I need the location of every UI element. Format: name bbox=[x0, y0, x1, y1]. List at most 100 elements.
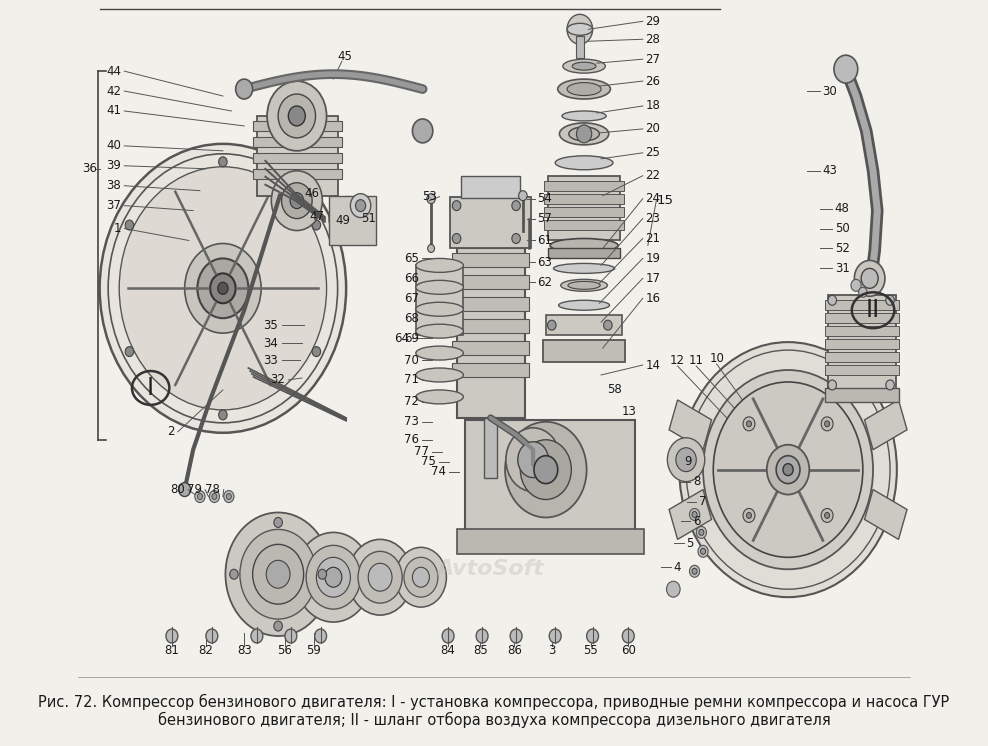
Circle shape bbox=[272, 171, 322, 231]
Circle shape bbox=[505, 421, 587, 518]
Bar bbox=[460, 176, 521, 198]
Circle shape bbox=[680, 342, 897, 597]
Bar bbox=[825, 339, 899, 349]
Text: 60: 60 bbox=[620, 645, 635, 657]
Circle shape bbox=[476, 629, 488, 643]
Text: 7: 7 bbox=[699, 495, 706, 508]
Text: 44: 44 bbox=[106, 65, 121, 78]
Text: 39: 39 bbox=[106, 160, 121, 172]
Circle shape bbox=[667, 438, 704, 482]
Circle shape bbox=[306, 545, 361, 609]
Circle shape bbox=[519, 191, 528, 201]
Circle shape bbox=[692, 512, 698, 518]
Text: 54: 54 bbox=[537, 192, 552, 205]
Text: Рис. 72. Компрессор бензинового двигателя: I - установка компрессора, приводные : Рис. 72. Компрессор бензинового двигател… bbox=[39, 694, 949, 710]
Text: 14: 14 bbox=[645, 359, 660, 372]
Circle shape bbox=[506, 427, 560, 492]
Text: 71: 71 bbox=[404, 374, 419, 386]
Circle shape bbox=[521, 439, 571, 500]
Circle shape bbox=[209, 491, 219, 503]
Text: 57: 57 bbox=[537, 212, 552, 225]
Text: 12: 12 bbox=[670, 354, 685, 366]
Ellipse shape bbox=[567, 83, 601, 95]
Text: 70: 70 bbox=[404, 354, 419, 366]
Ellipse shape bbox=[416, 325, 463, 338]
Text: 50: 50 bbox=[835, 222, 850, 235]
Bar bbox=[253, 153, 342, 163]
Text: 83: 83 bbox=[237, 645, 252, 657]
Circle shape bbox=[404, 557, 438, 597]
Circle shape bbox=[828, 380, 837, 390]
Text: 6: 6 bbox=[693, 515, 700, 528]
Bar bbox=[453, 275, 529, 289]
Bar bbox=[825, 301, 899, 310]
Circle shape bbox=[120, 167, 327, 410]
Bar bbox=[453, 319, 529, 333]
Circle shape bbox=[825, 421, 830, 427]
Circle shape bbox=[351, 194, 370, 218]
Circle shape bbox=[251, 629, 263, 643]
Circle shape bbox=[312, 347, 321, 357]
Circle shape bbox=[274, 621, 283, 631]
Circle shape bbox=[253, 545, 303, 604]
Ellipse shape bbox=[572, 62, 596, 70]
Bar bbox=[253, 169, 342, 179]
Bar bbox=[544, 207, 624, 216]
Text: 20: 20 bbox=[645, 122, 660, 136]
Text: 69: 69 bbox=[404, 332, 419, 345]
Bar bbox=[825, 365, 899, 375]
Circle shape bbox=[859, 287, 867, 298]
Bar bbox=[825, 352, 899, 362]
Circle shape bbox=[851, 279, 862, 291]
Circle shape bbox=[821, 509, 833, 522]
Text: 35: 35 bbox=[264, 319, 279, 332]
Text: 30: 30 bbox=[822, 84, 837, 98]
Text: 85: 85 bbox=[473, 645, 488, 657]
Circle shape bbox=[747, 513, 752, 518]
Circle shape bbox=[343, 213, 353, 225]
Polygon shape bbox=[669, 400, 711, 450]
Bar bbox=[544, 194, 624, 204]
Circle shape bbox=[886, 295, 894, 305]
Circle shape bbox=[412, 567, 430, 587]
Ellipse shape bbox=[559, 123, 609, 145]
Text: 81: 81 bbox=[164, 645, 180, 657]
Text: бензинового двигателя; II - шланг отбора воздуха компрессора дизельного двигател: бензинового двигателя; II - шланг отбора… bbox=[158, 712, 830, 728]
Text: 34: 34 bbox=[263, 336, 279, 350]
Circle shape bbox=[512, 233, 521, 243]
Ellipse shape bbox=[416, 302, 463, 316]
Text: II: II bbox=[865, 298, 880, 322]
Circle shape bbox=[886, 380, 894, 390]
Text: 24: 24 bbox=[645, 192, 660, 205]
Circle shape bbox=[210, 273, 236, 304]
Circle shape bbox=[225, 513, 331, 636]
Circle shape bbox=[747, 421, 752, 427]
Circle shape bbox=[676, 448, 697, 471]
Circle shape bbox=[743, 417, 755, 431]
Text: 74: 74 bbox=[432, 466, 447, 478]
Circle shape bbox=[223, 491, 234, 503]
Text: 8: 8 bbox=[693, 475, 700, 488]
Circle shape bbox=[348, 539, 412, 615]
Bar bbox=[253, 137, 342, 147]
Text: 11: 11 bbox=[689, 354, 703, 366]
Ellipse shape bbox=[558, 301, 610, 310]
Circle shape bbox=[236, 79, 253, 99]
Circle shape bbox=[217, 282, 228, 294]
Ellipse shape bbox=[550, 239, 618, 252]
Circle shape bbox=[358, 551, 402, 603]
Text: 29: 29 bbox=[645, 15, 660, 28]
Text: 2: 2 bbox=[167, 425, 175, 439]
Bar bbox=[453, 298, 529, 311]
Bar bbox=[484, 418, 497, 477]
Circle shape bbox=[743, 509, 755, 522]
Text: 67: 67 bbox=[404, 292, 419, 305]
Bar bbox=[825, 388, 899, 402]
Bar bbox=[544, 181, 624, 191]
Text: 77: 77 bbox=[414, 445, 430, 458]
Circle shape bbox=[125, 220, 133, 230]
Text: 38: 38 bbox=[106, 179, 121, 192]
Ellipse shape bbox=[416, 346, 463, 360]
Bar bbox=[453, 363, 529, 377]
Circle shape bbox=[185, 243, 261, 333]
